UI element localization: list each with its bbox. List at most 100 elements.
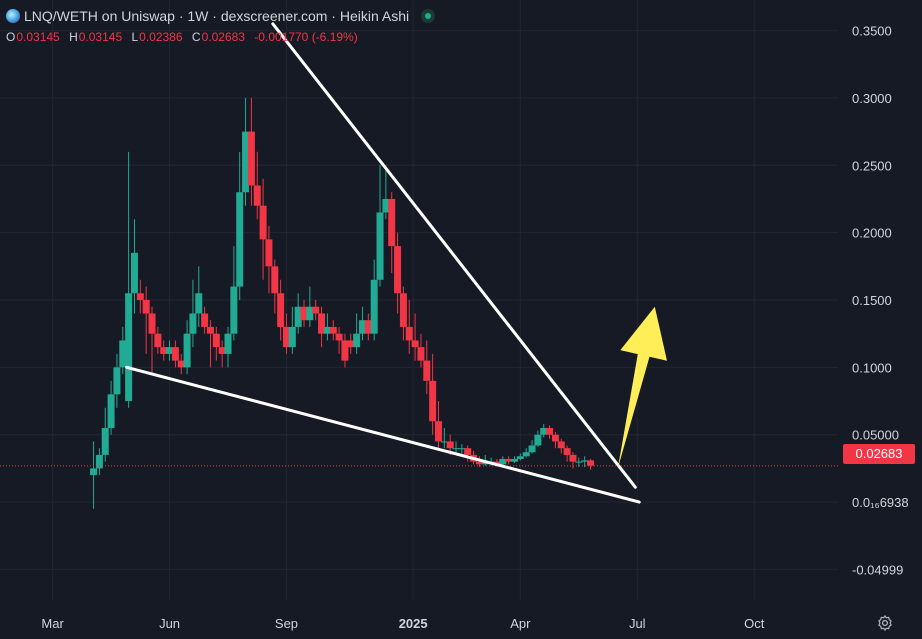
candle-body <box>335 333 343 341</box>
candle-body <box>271 266 279 294</box>
candle-body <box>101 427 109 455</box>
x-tick-label: Jul <box>629 616 646 631</box>
candle-body <box>206 326 214 334</box>
candle-body <box>277 293 285 327</box>
candle-body <box>113 367 121 395</box>
close-label: C <box>191 30 201 44</box>
candle-body <box>364 320 372 334</box>
gear-icon[interactable] <box>876 614 894 632</box>
live-dot-icon[interactable] <box>421 9 436 23</box>
candle-body <box>353 333 361 348</box>
current-price-tag: 0.02683 <box>843 444 915 464</box>
chart-grid <box>0 0 838 600</box>
candles <box>90 97 594 509</box>
candle-body <box>259 205 267 240</box>
low-label: L <box>131 30 139 44</box>
candle-body <box>493 461 501 465</box>
candle-body <box>242 131 250 193</box>
y-tick-label: 0.05000 <box>852 428 899 443</box>
trendline <box>271 22 637 489</box>
y-tick-label: 0.0₁₆6938 <box>852 495 909 510</box>
candle-body <box>423 360 431 381</box>
candle-body <box>546 427 554 435</box>
candle-body <box>464 448 472 455</box>
candle-body <box>119 340 127 368</box>
candle-body <box>534 434 542 446</box>
x-axis[interactable]: Mar Jun Sep 2025 Apr Jul Oct <box>41 616 764 631</box>
candle-body <box>347 340 355 348</box>
candle-body <box>183 333 191 368</box>
token-logo-icon <box>6 9 20 23</box>
candle-body <box>522 452 530 457</box>
candle-body <box>300 306 308 321</box>
change-value: -0.001770 (-6.19%) <box>254 30 358 44</box>
open-value: 0.03145 <box>16 30 60 44</box>
candle-body <box>411 340 419 348</box>
y-axis[interactable]: 0.3500 0.3000 0.2500 0.2000 0.1500 0.1000 0.05… <box>852 24 909 578</box>
high-value: 0.03145 <box>78 30 123 44</box>
annotations <box>125 22 667 504</box>
x-tick-label: Apr <box>510 616 531 631</box>
candle-body <box>189 313 197 334</box>
candle-body <box>499 458 507 465</box>
chart-title: LNQ/WETH on Uniswap · 1W · dexscreener.c… <box>24 8 410 24</box>
candle-body <box>399 293 407 327</box>
candle-body <box>90 468 98 476</box>
candle-body <box>510 458 518 462</box>
candle-body <box>458 448 466 450</box>
candle-body <box>358 320 366 334</box>
candle-body <box>429 380 437 422</box>
candle-body <box>376 212 384 280</box>
candle-body <box>388 198 396 247</box>
candle-body <box>253 185 261 206</box>
high-label: H <box>69 30 78 44</box>
candle-body <box>312 306 320 314</box>
candle-body <box>142 300 150 314</box>
candle-body <box>575 461 583 463</box>
y-tick-label: 0.2000 <box>852 226 892 241</box>
candle-body <box>212 333 220 348</box>
candle-body <box>440 441 448 443</box>
x-tick-label: Oct <box>744 616 765 631</box>
candle-body <box>323 326 331 334</box>
candle-body <box>540 427 548 435</box>
candle-body <box>230 286 238 334</box>
x-tick-label: Jun <box>159 616 180 631</box>
y-tick-label: 0.2500 <box>852 158 892 173</box>
y-tick-label: 0.1500 <box>852 293 892 308</box>
y-tick-label: 0.3500 <box>852 24 892 39</box>
candle-body <box>475 461 483 465</box>
candle-body <box>446 441 454 449</box>
x-tick-label: 2025 <box>399 616 428 631</box>
x-tick-label: Mar <box>41 616 64 631</box>
candle-body <box>452 448 460 450</box>
candle-body <box>160 347 168 354</box>
candle-body <box>136 293 144 300</box>
candle-body <box>394 246 402 294</box>
candle-body <box>505 458 513 462</box>
candle-body <box>130 252 138 294</box>
candle-body <box>166 347 174 354</box>
open-label: O <box>6 30 16 44</box>
candle-body <box>557 441 565 449</box>
close-value: 0.02683 <box>201 30 245 44</box>
candle-body <box>405 326 413 341</box>
candle-body <box>282 326 290 348</box>
candle-body <box>341 340 349 361</box>
x-tick-label: Sep <box>275 616 298 631</box>
candle-body <box>417 347 425 361</box>
candle-body <box>382 198 390 213</box>
candle-body <box>294 306 302 327</box>
candle-body <box>195 293 203 314</box>
chart-header: LNQ/WETH on Uniswap · 1W · dexscreener.c… <box>6 6 436 26</box>
candle-body <box>265 239 273 267</box>
candle-body <box>148 313 156 334</box>
low-value: 0.02386 <box>139 30 183 44</box>
candle-body <box>569 454 577 462</box>
candle-body <box>224 333 232 354</box>
candle-body <box>288 326 296 348</box>
y-tick-label: 0.3000 <box>852 91 892 106</box>
candle-body <box>154 333 162 348</box>
